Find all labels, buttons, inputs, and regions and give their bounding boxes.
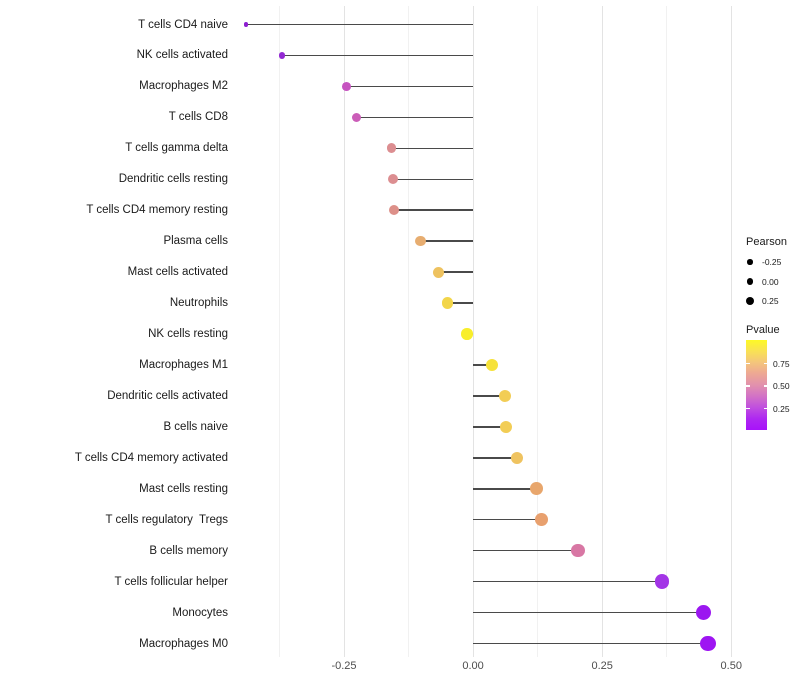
lollipop-stem <box>473 488 537 490</box>
lollipop-dot <box>461 328 473 340</box>
gridline-minor <box>666 6 668 657</box>
row-label: T cells regulatory Tregs <box>105 513 228 526</box>
row-label: T cells follicular helper <box>114 575 228 588</box>
lollipop-dot <box>654 574 670 589</box>
row-label: Macrophages M2 <box>139 80 228 93</box>
lollipop-stem <box>473 642 708 645</box>
pearson-key-dot <box>745 296 755 306</box>
lollipop-dot <box>433 266 444 278</box>
row-label: Mast cells resting <box>139 482 228 495</box>
row-label: T cells CD8 <box>168 111 228 124</box>
lollipop-dot <box>387 174 398 185</box>
x-tick-label: 0.25 <box>591 660 613 672</box>
row-label: Dendritic cells activated <box>107 389 228 402</box>
row-label: Dendritic cells resting <box>118 173 228 186</box>
lollipop-dot <box>695 604 711 621</box>
pearson-key-label: -0.25 <box>762 257 782 267</box>
row-label: NK cells activated <box>136 49 228 62</box>
row-label: Plasma cells <box>163 235 228 248</box>
pvalue-tick-label: 0.50 <box>773 381 790 392</box>
row-label: B cells naive <box>163 420 228 433</box>
row-label: Monocytes <box>172 606 228 619</box>
row-label: T cells CD4 memory activated <box>74 451 228 464</box>
lollipop-dot <box>530 482 543 496</box>
lollipop-stem <box>356 116 474 119</box>
lollipop-dot <box>534 513 548 527</box>
row-label: T cells CD4 naive <box>138 18 228 31</box>
row-label: NK cells resting <box>148 328 228 340</box>
pearson-key-label: 0.00 <box>762 276 779 287</box>
pvalue-bar-tick-left <box>746 407 750 410</box>
row-label: Macrophages M1 <box>139 358 228 371</box>
gridline-minor <box>408 6 410 657</box>
lollipop-stem <box>473 611 704 614</box>
row-label: Macrophages M0 <box>139 637 228 650</box>
lollipop-dot <box>571 543 585 558</box>
lollipop-dot <box>700 635 716 652</box>
lollipop-dot <box>510 451 524 464</box>
lollipop-stem <box>346 85 474 88</box>
gridline-major <box>730 6 732 657</box>
pvalue-bar-tick-right <box>763 385 767 387</box>
lollipop-stem <box>473 395 506 397</box>
gridline-minor <box>537 6 539 657</box>
row-label: Mast cells activated <box>127 266 228 279</box>
lollipop-dot <box>278 52 286 59</box>
lollipop-stem <box>245 23 474 26</box>
lollipop-stem <box>391 147 474 150</box>
lollipop-dot <box>243 22 249 27</box>
lollipop-stem <box>473 364 492 366</box>
lollipop-stem <box>282 54 474 57</box>
lollipop-dot <box>415 235 426 247</box>
row-label: T cells gamma delta <box>125 142 228 155</box>
lollipop-stem <box>473 580 663 583</box>
pvalue-bar-tick-right <box>763 362 767 365</box>
gridline-major <box>472 6 474 657</box>
lollipop-dot <box>341 81 351 91</box>
pvalue-gradient-bar <box>746 340 767 430</box>
lollipop-stem <box>473 457 517 459</box>
pearson-key-dot <box>747 259 753 265</box>
x-tick-label: 0.50 <box>720 660 742 672</box>
lollipop-dot <box>386 143 397 154</box>
lollipop-stem <box>394 209 474 211</box>
lollipop-dot <box>499 420 512 433</box>
pvalue-tick-label: 0.75 <box>773 358 790 369</box>
row-label: B cells memory <box>149 544 228 557</box>
pvalue-bar-tick-left <box>746 362 750 365</box>
row-label: Neutrophils <box>169 297 228 310</box>
pvalue-legend-title: Pvalue <box>746 324 780 336</box>
pvalue-bar-tick-right <box>763 407 767 410</box>
pvalue-bar-tick-left <box>746 385 750 387</box>
x-tick-label: -0.25 <box>331 660 357 672</box>
lollipop-dot <box>485 358 498 371</box>
lollipop-stem <box>473 549 578 552</box>
row-label: T cells CD4 memory resting <box>86 204 228 217</box>
pearson-legend-title: Pearson <box>746 236 787 248</box>
lollipop-dot <box>389 205 400 216</box>
gridline-major <box>343 6 345 657</box>
x-tick-label: 0.00 <box>462 660 484 672</box>
lollipop-stem <box>473 426 506 428</box>
lollipop-stem <box>420 240 474 242</box>
lollipop-stem <box>473 518 542 521</box>
pvalue-tick-label: 0.25 <box>773 403 790 414</box>
pearson-key-label: 0.25 <box>762 296 779 306</box>
lollipop-dot <box>499 389 512 402</box>
gridline-minor <box>278 6 280 657</box>
pearson-key-dot <box>746 278 754 285</box>
lollipop-stem <box>447 302 474 304</box>
lollipop-stem <box>392 178 474 180</box>
gridline-major <box>601 6 603 657</box>
lollipop-stem <box>438 271 474 273</box>
lollipop-dot <box>352 112 362 122</box>
lollipop-dot <box>442 297 454 309</box>
